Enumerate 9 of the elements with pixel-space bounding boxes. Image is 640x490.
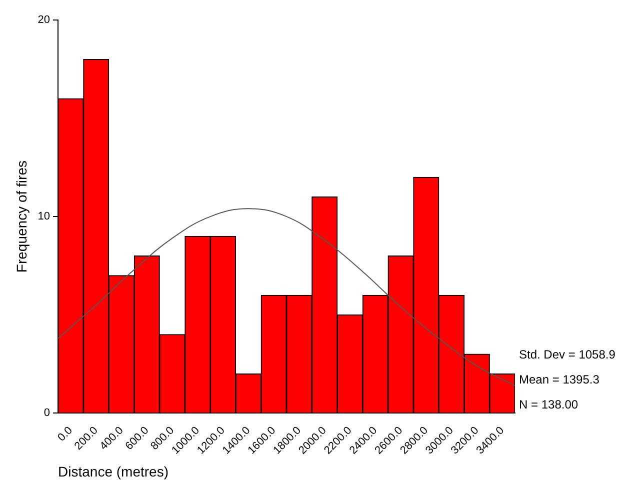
y-tick-label: 20 xyxy=(38,14,50,26)
text: Mean = 1395.3 xyxy=(519,372,600,386)
text: N = 138.00 xyxy=(519,397,578,412)
x-tick-label: 0.0 xyxy=(56,424,75,444)
text: Std. Dev = 1058.9 xyxy=(519,347,616,362)
y-tick-label: 10 xyxy=(38,210,50,223)
y-axis-title: Frequency of fires xyxy=(13,160,30,273)
x-axis-title: Distance (metres) xyxy=(58,463,169,480)
y-tick-label: 0 xyxy=(44,407,50,420)
